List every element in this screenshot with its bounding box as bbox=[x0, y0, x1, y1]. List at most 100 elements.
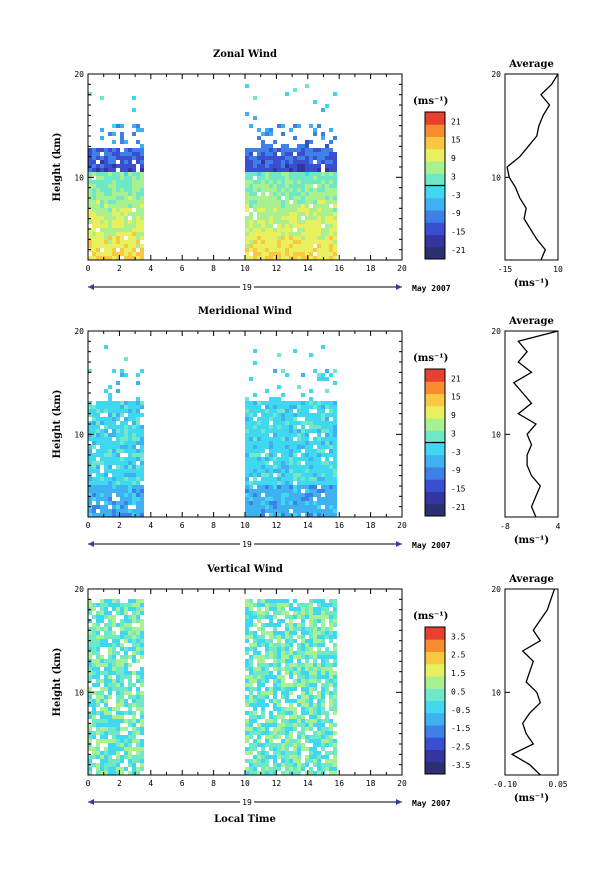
colorbar-swatch bbox=[425, 737, 445, 750]
heatmap-cell bbox=[317, 401, 321, 405]
heatmap-cell bbox=[289, 489, 293, 493]
heatmap-cell bbox=[108, 659, 112, 663]
heatmap-cell bbox=[245, 204, 249, 208]
heatmap-cell bbox=[116, 477, 120, 481]
heatmap-cell bbox=[289, 767, 293, 771]
heatmap-cell bbox=[92, 425, 96, 429]
heatmap-cell bbox=[128, 461, 132, 465]
heatmap-cell bbox=[124, 667, 128, 671]
heatmap-cell bbox=[124, 429, 128, 433]
heatmap-cell bbox=[112, 655, 116, 659]
heatmap-cell bbox=[140, 631, 144, 635]
heatmap-cell bbox=[297, 200, 301, 204]
heatmap-cell bbox=[245, 232, 249, 236]
heatmap-cell bbox=[261, 176, 265, 180]
heatmap-cell bbox=[289, 228, 293, 232]
heatmap-cell bbox=[289, 651, 293, 655]
heatmap-cell bbox=[293, 723, 297, 727]
heatmap-cell bbox=[88, 667, 92, 671]
heatmap-cell bbox=[293, 607, 297, 611]
heatmap-cell bbox=[309, 711, 313, 715]
heatmap-cell bbox=[257, 232, 261, 236]
heatmap-cell bbox=[285, 256, 289, 260]
heatmap-cell bbox=[265, 128, 269, 132]
heatmap-cell bbox=[285, 739, 289, 743]
heatmap-cell bbox=[120, 703, 124, 707]
heatmap-cell bbox=[325, 168, 329, 172]
heatmap-cell bbox=[269, 771, 273, 775]
heatmap-cell bbox=[293, 425, 297, 429]
heatmap-cell bbox=[333, 731, 337, 735]
heatmap-cell bbox=[92, 667, 96, 671]
heatmap-cell bbox=[297, 703, 301, 707]
heatmap-cell bbox=[116, 763, 120, 767]
heatmap-cell bbox=[116, 679, 120, 683]
heatmap-cell bbox=[317, 619, 321, 623]
heatmap-cell bbox=[96, 619, 100, 623]
heatmap-cell bbox=[96, 421, 100, 425]
heatmap-cell bbox=[273, 196, 277, 200]
heatmap-cell bbox=[253, 711, 257, 715]
heatmap-cell bbox=[273, 655, 277, 659]
heatmap-cell bbox=[281, 240, 285, 244]
heatmap-cell bbox=[100, 216, 104, 220]
heatmap-cell bbox=[140, 252, 144, 256]
heatmap-cell bbox=[116, 659, 120, 663]
heatmap-cell bbox=[136, 611, 140, 615]
heatmap-cell bbox=[309, 505, 313, 509]
heatmap-cell bbox=[321, 599, 325, 603]
heatmap-cell bbox=[281, 509, 285, 513]
heatmap-cell bbox=[309, 140, 313, 144]
heatmap-cell bbox=[329, 164, 333, 168]
heatmap-cell bbox=[124, 164, 128, 168]
heatmap-cell bbox=[297, 493, 301, 497]
heatmap-cell bbox=[269, 675, 273, 679]
heatmap-cell bbox=[309, 699, 313, 703]
heatmap-cell bbox=[333, 184, 337, 188]
heatmap-cell bbox=[128, 647, 132, 651]
heatmap-cell bbox=[281, 607, 285, 611]
heatmap-cell bbox=[140, 180, 144, 184]
heatmap-cell bbox=[92, 497, 96, 501]
heatmap-cell bbox=[124, 735, 128, 739]
heatmap-cell bbox=[96, 184, 100, 188]
heatmap-cell bbox=[277, 236, 281, 240]
heatmap-cell bbox=[277, 212, 281, 216]
heatmap-cell bbox=[116, 405, 120, 409]
heatmap-cell bbox=[325, 240, 329, 244]
heatmap-cell bbox=[309, 611, 313, 615]
heatmap-cell bbox=[265, 493, 269, 497]
heatmap-cell bbox=[281, 485, 285, 489]
heatmap-cell bbox=[313, 421, 317, 425]
x-tick-label: 6 bbox=[180, 779, 185, 788]
heatmap-cell bbox=[293, 489, 297, 493]
heatmap-cell bbox=[116, 457, 120, 461]
day-label: 19 bbox=[242, 283, 252, 292]
heatmap-cell bbox=[321, 711, 325, 715]
heatmap-cell bbox=[116, 513, 120, 517]
heatmap-cell bbox=[136, 465, 140, 469]
heatmap-cell bbox=[245, 240, 249, 244]
heatmap-cell bbox=[277, 711, 281, 715]
heatmap-cell bbox=[281, 481, 285, 485]
heatmap-cell bbox=[140, 489, 144, 493]
heatmap-cell bbox=[128, 735, 132, 739]
heatmap-cell bbox=[273, 220, 277, 224]
heatmap-cell bbox=[132, 699, 136, 703]
heatmap-cell bbox=[116, 216, 120, 220]
heatmap-cell bbox=[140, 248, 144, 252]
heatmap-cell bbox=[261, 473, 265, 477]
heatmap-cell bbox=[301, 695, 305, 699]
colorbar-swatch bbox=[425, 491, 445, 505]
heatmap-cell bbox=[96, 172, 100, 176]
heatmap-cell bbox=[309, 152, 313, 156]
heatmap-cell bbox=[261, 485, 265, 489]
heatmap-cell bbox=[273, 675, 277, 679]
heatmap-cell bbox=[265, 607, 269, 611]
heatmap-cell bbox=[305, 433, 309, 437]
heatmap-cell bbox=[140, 695, 144, 699]
heatmap-cell bbox=[257, 409, 261, 413]
heatmap-cell bbox=[305, 212, 309, 216]
